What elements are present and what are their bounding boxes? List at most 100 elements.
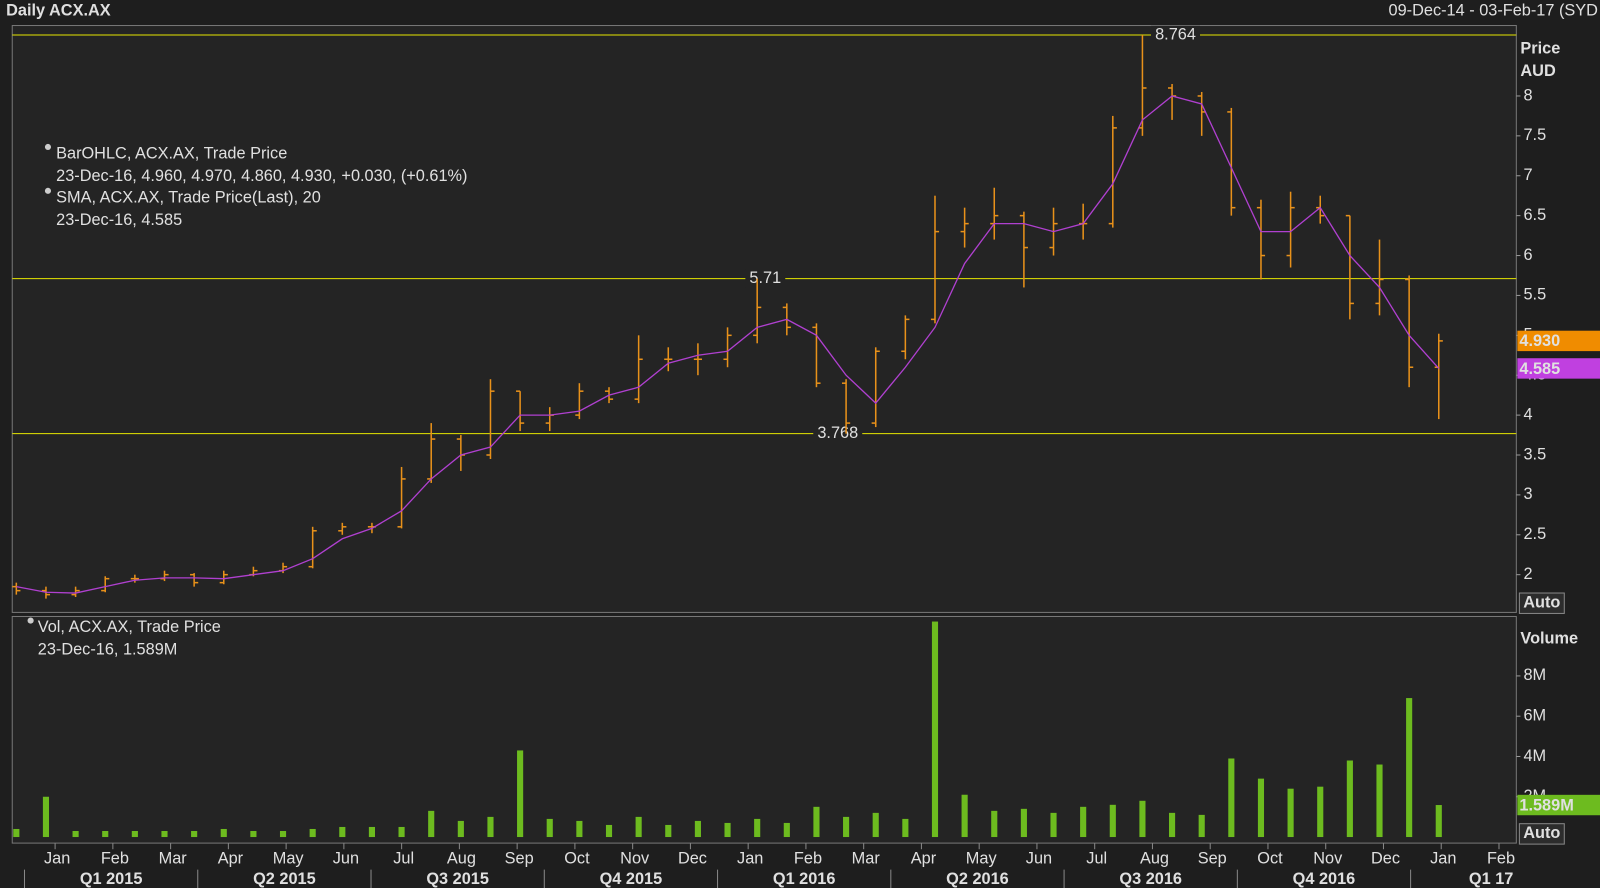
volume-bar (1109, 804, 1116, 838)
volume-bar (872, 812, 879, 838)
volume-bar (161, 830, 168, 838)
level-label-bg (813, 424, 863, 443)
x-tick-label: Feb (1487, 850, 1515, 868)
legend-handle[interactable] (44, 187, 52, 194)
y-tick-label: 6.5 (1523, 206, 1546, 224)
chart-title: Daily ACX.AX (6, 2, 111, 20)
legend-ohlc-change: +0.030, (+0.61%) (341, 167, 467, 185)
volume-bar (605, 824, 613, 838)
x-tick-label: Mar (852, 850, 881, 868)
sma-tag-bg (1517, 358, 1600, 379)
y-tick-label: 4M (1523, 747, 1546, 765)
volume-bar (1050, 812, 1057, 838)
legend-handle[interactable] (44, 143, 52, 151)
x-tick-label: Jan (44, 850, 70, 868)
legend-ohlc: BarOHLC, ACX.AX, Trade Price (56, 144, 287, 162)
volume-bar (724, 822, 731, 838)
volume-bar (1346, 760, 1353, 838)
quarter-label: Q3 2015 (426, 870, 489, 888)
x-tick-label: Jan (737, 850, 763, 868)
y-tick-label: 7 (1523, 166, 1532, 184)
price-tag-bg (1517, 330, 1600, 352)
price-axis-title: AUD (1520, 62, 1556, 80)
volume-bar (694, 820, 701, 838)
y-tick-label: 8M (1523, 666, 1546, 684)
x-tick-label: Jun (333, 850, 359, 868)
legend-volume: Vol, ACX.AX, Trade Price (38, 618, 221, 636)
level-label: 5.71 (749, 269, 781, 287)
y-tick-label: 3 (1523, 485, 1532, 503)
x-tick-label: Nov (620, 850, 650, 868)
level-label-bg (1151, 25, 1201, 45)
volume-bar (1376, 764, 1383, 838)
volume-bar (961, 794, 968, 838)
volume-bar (1020, 808, 1027, 838)
auto-button[interactable] (1518, 823, 1565, 845)
volume-bar (250, 830, 257, 838)
x-tick-label: Jun (1026, 850, 1052, 868)
auto-button-label[interactable]: Auto (1523, 824, 1560, 842)
volume-bar (1080, 806, 1087, 838)
x-tick-label: Feb (101, 850, 129, 868)
volume-bar (1169, 812, 1176, 838)
volume-bar (279, 830, 287, 838)
volume-bar (813, 806, 820, 838)
quarter-label: Q2 2015 (253, 870, 316, 888)
volume-bar (457, 820, 464, 838)
legend-sma: SMA, ACX.AX, Trade Price(Last), 20 (56, 188, 321, 206)
volume-bar (191, 830, 198, 838)
volume-bar (487, 816, 494, 838)
volume-bar (13, 828, 20, 838)
volume-bar (1257, 778, 1265, 838)
volume-bar (398, 826, 405, 838)
volume-bar (1317, 786, 1324, 838)
legend-volume-values: 23-Dec-16, 1.589M (38, 640, 178, 658)
x-tick-label: Jan (1430, 850, 1456, 868)
level-label: 8.764 (1155, 25, 1196, 43)
volume-bar (339, 826, 346, 838)
volume-tag-bg (1517, 794, 1600, 816)
volume-bar (665, 824, 672, 838)
x-tick-label: Dec (1371, 850, 1400, 868)
price-tag: 4.930 (1519, 332, 1560, 350)
sma-line (16, 95, 1440, 594)
volume-panel (11, 615, 1517, 844)
volume-axis-title: Volume (1520, 629, 1578, 647)
x-tick-label: Feb (794, 850, 822, 868)
volume-bar (42, 796, 50, 838)
x-tick-label: Oct (564, 850, 590, 868)
volume-bar (1198, 814, 1205, 838)
y-tick-label: 2.5 (1523, 525, 1546, 543)
volume-bar (220, 828, 227, 838)
volume-bar (368, 826, 375, 838)
x-tick-label: May (966, 850, 998, 868)
quarter-label: Q4 2015 (600, 870, 663, 888)
volume-bar (931, 621, 939, 838)
volume-bar (576, 820, 583, 838)
legend-handle[interactable] (27, 617, 34, 624)
x-tick-label: Dec (678, 850, 707, 868)
sma-tag: 4.585 (1519, 360, 1560, 378)
volume-bar (309, 828, 316, 838)
quarter-label: Q1 2015 (80, 870, 143, 888)
volume-bar (102, 830, 109, 838)
x-tick-label: Jul (1086, 850, 1107, 868)
auto-button[interactable] (1518, 592, 1565, 614)
volume-bar (991, 810, 998, 838)
price-panel (11, 25, 1517, 613)
x-tick-label: Apr (218, 850, 244, 868)
y-tick-label: 8 (1523, 86, 1532, 104)
auto-button-label[interactable]: Auto (1523, 594, 1560, 612)
x-tick-label: Sep (505, 850, 534, 868)
price-axis-title: Price (1520, 39, 1560, 57)
x-tick-label: Nov (1313, 850, 1343, 868)
x-tick-label: Sep (1198, 850, 1227, 868)
volume-bar (517, 750, 524, 838)
date-range: 09-Dec-14 - 03-Feb-17 (SYD (1389, 2, 1598, 20)
x-tick-label: Aug (447, 850, 476, 868)
quarter-label: Q1 2016 (773, 870, 836, 888)
x-tick-label: Apr (911, 850, 937, 868)
volume-bar (72, 830, 79, 838)
